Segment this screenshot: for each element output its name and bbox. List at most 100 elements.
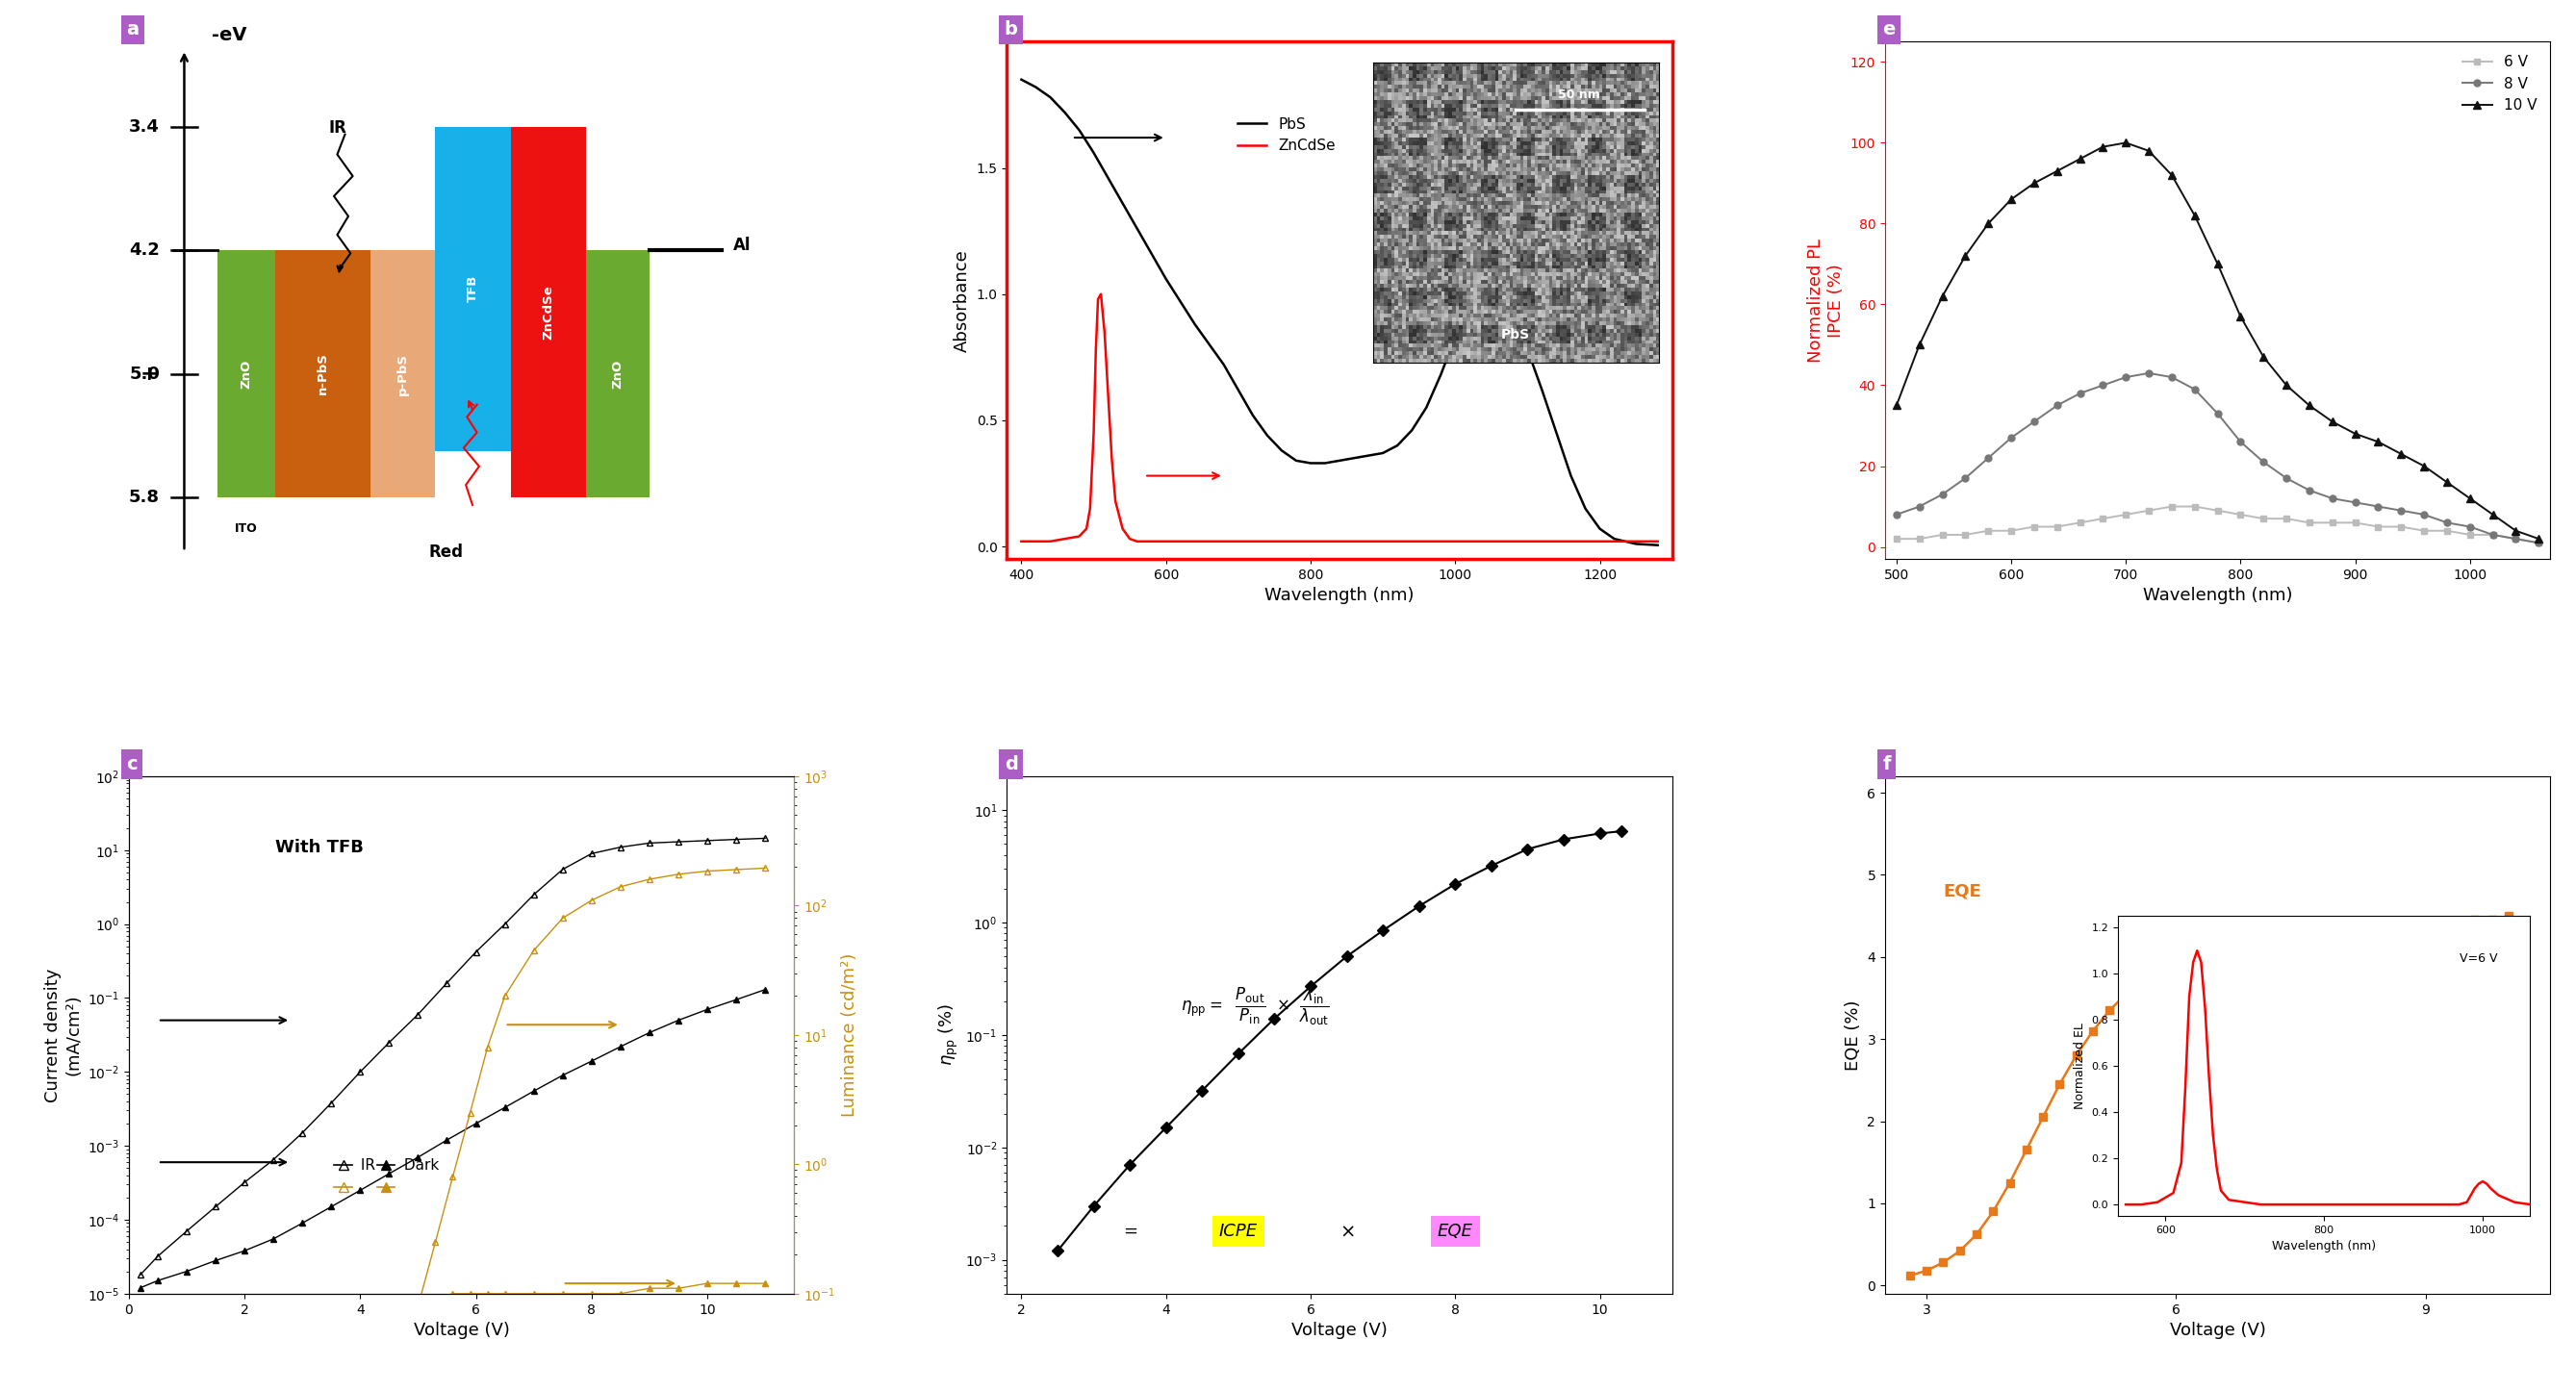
PbS	[1136, 245, 1167, 262]
PbS	[1180, 316, 1211, 332]
PbS	[1151, 271, 1182, 288]
Text: ZnCdSe: ZnCdSe	[541, 285, 554, 339]
6 V	[2362, 519, 2393, 536]
ZnCdSe	[1084, 285, 1115, 302]
8 V	[2409, 506, 2439, 523]
ZnCdSe	[1079, 341, 1110, 357]
PbS	[1064, 121, 1095, 138]
8 V	[2133, 364, 2164, 381]
PbS	[1440, 328, 1471, 345]
10 V	[1973, 216, 2004, 232]
Line: 6 V: 6 V	[1893, 504, 2543, 547]
6 V	[1973, 523, 2004, 540]
PbS	[1381, 437, 1412, 453]
8 V	[2179, 381, 2210, 398]
ZnCdSe	[1064, 529, 1095, 545]
10 V	[2110, 135, 2141, 152]
Text: 4.2: 4.2	[129, 242, 160, 259]
10 V	[2432, 474, 2463, 491]
Bar	[435, 127, 510, 451]
PbS	[1368, 445, 1399, 462]
10 V	[2501, 523, 2532, 540]
10 V	[1880, 396, 1911, 413]
8 V	[2432, 515, 2463, 531]
8 V	[2063, 385, 2094, 402]
Text: -eV: -eV	[211, 26, 247, 45]
X-axis label: Wavelength (nm): Wavelength (nm)	[2143, 587, 2293, 605]
Line: PbS: PbS	[1020, 79, 1659, 545]
8 V	[2087, 377, 2117, 394]
ZnCdSe	[1121, 533, 1151, 549]
ZnCdSe	[1097, 449, 1128, 466]
ZnCdSe	[1072, 520, 1103, 537]
PbS	[1267, 442, 1298, 459]
10 V	[2385, 445, 2416, 462]
PbS	[1600, 530, 1631, 547]
6 V	[2409, 523, 2439, 540]
ZnCdSe	[1048, 530, 1079, 547]
8 V	[2226, 434, 2257, 451]
Text: 5.8: 5.8	[129, 488, 160, 506]
6 V	[2316, 515, 2347, 531]
PbS	[1252, 427, 1283, 444]
PbS	[1280, 452, 1311, 469]
PbS	[1020, 79, 1051, 96]
Y-axis label: Current density
(mA/cm²): Current density (mA/cm²)	[44, 968, 82, 1102]
X-axis label: Voltage (V): Voltage (V)	[2169, 1321, 2267, 1340]
6 V	[2202, 502, 2233, 519]
Bar	[585, 250, 649, 497]
PbS	[1512, 341, 1543, 357]
ZnCdSe	[1100, 492, 1131, 509]
ZnCdSe	[1082, 291, 1113, 307]
X-axis label: Voltage (V): Voltage (V)	[1291, 1321, 1388, 1340]
PbS	[1556, 467, 1587, 484]
Y-axis label: EQE (%): EQE (%)	[1844, 1000, 1862, 1070]
PbS	[1528, 381, 1558, 398]
6 V	[2501, 530, 2532, 547]
10 V	[2133, 142, 2164, 159]
PbS	[1497, 312, 1528, 328]
8 V	[2110, 369, 2141, 385]
10 V	[1996, 191, 2027, 207]
6 V	[1927, 526, 1958, 542]
PbS	[1584, 520, 1615, 537]
10 V	[2316, 413, 2347, 430]
Text: 3.4: 3.4	[129, 118, 160, 135]
ZnCdSe	[1079, 424, 1110, 441]
Text: EQE: EQE	[1437, 1223, 1473, 1239]
Text: d: d	[1005, 755, 1018, 773]
ZnCdSe	[1108, 520, 1139, 537]
Text: ICPE: ICPE	[1218, 1223, 1257, 1239]
8 V	[1973, 449, 2004, 466]
10 V	[2409, 458, 2439, 474]
10 V	[1927, 288, 1958, 305]
6 V	[2385, 519, 2416, 536]
8 V	[2524, 534, 2555, 551]
Text: +: +	[139, 364, 157, 384]
PbS	[1309, 455, 1340, 472]
6 V	[2432, 523, 2463, 540]
8 V	[2249, 453, 2280, 470]
PbS	[1396, 421, 1427, 438]
PbS	[1352, 448, 1383, 465]
ZnCdSe	[1224, 533, 1255, 549]
10 V	[2272, 377, 2303, 394]
Bar	[510, 127, 585, 497]
PbS	[1540, 424, 1571, 441]
8 V	[1904, 498, 1935, 515]
ZnCdSe	[1188, 533, 1218, 549]
6 V	[1996, 523, 2027, 540]
8 V	[1880, 506, 1911, 523]
PbS	[1193, 337, 1224, 353]
Text: ZnO: ZnO	[611, 359, 623, 388]
ZnCdSe	[1005, 533, 1036, 549]
PbS	[1164, 294, 1195, 310]
6 V	[1950, 526, 1981, 542]
PbS	[1620, 536, 1651, 552]
Bar	[276, 250, 371, 497]
10 V	[2202, 256, 2233, 273]
6 V	[2339, 515, 2370, 531]
10 V	[2362, 434, 2393, 451]
Text: b: b	[1005, 21, 1018, 39]
8 V	[2501, 530, 2532, 547]
